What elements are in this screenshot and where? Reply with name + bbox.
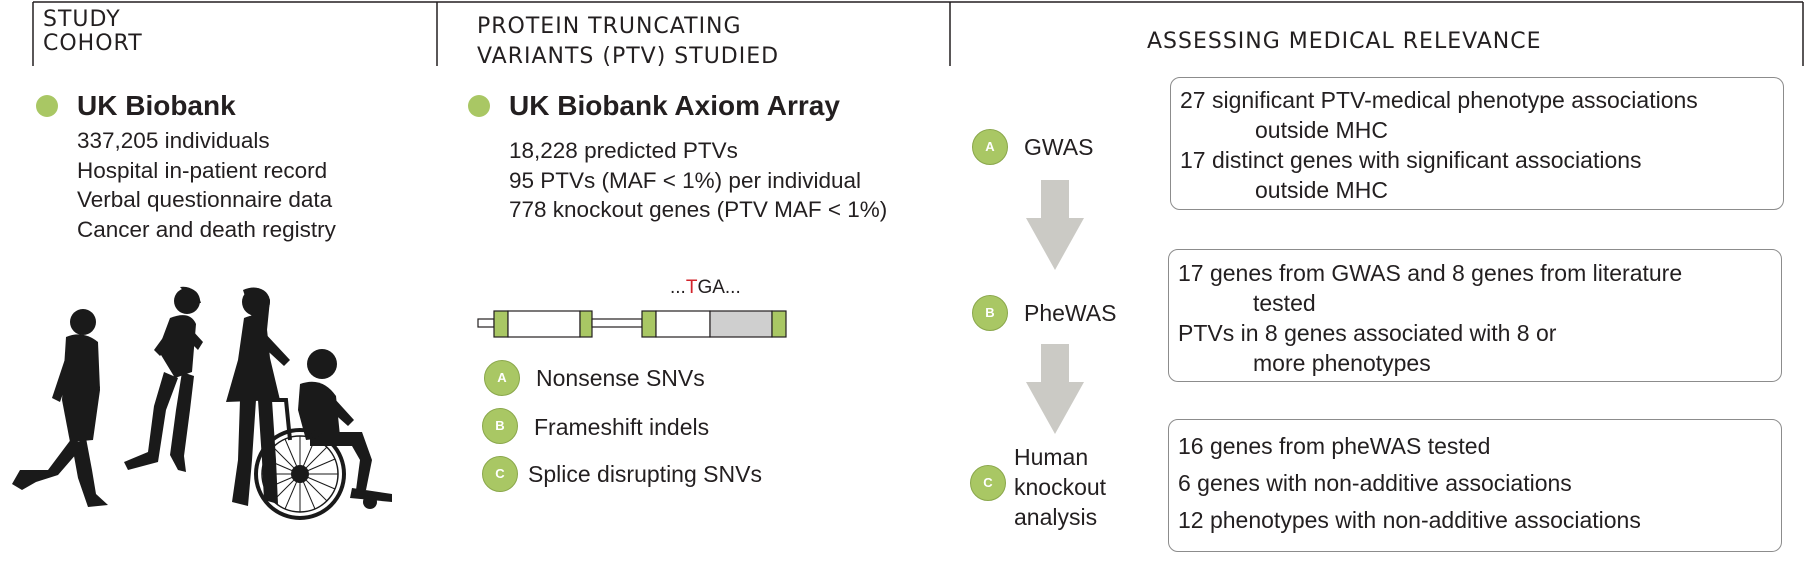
gwas-result-line: 27 significant PTV-medical phenotype ass… [1180, 87, 1698, 113]
knockout-result-line: 6 genes with non-additive associations [1178, 470, 1572, 496]
gwas-results-text: 27 significant PTV-medical phenotype ass… [1180, 85, 1698, 205]
phewas-results-text: 17 genes from GWAS and 8 genes from lite… [1178, 258, 1682, 378]
cohort-bullet-dot [36, 95, 58, 117]
variant-label-frameshift: Frameshift indels [534, 414, 710, 440]
gwas-result-continuation: outside MHC [1255, 177, 1388, 203]
header-medical-relevance: ASSESSING MEDICAL RELEVANCE [1147, 29, 1542, 54]
header-ptv-studied-line-2: VARIANTS (PTV) STUDIED [477, 44, 780, 69]
cohort-items: 337,205 individuals Hospital in-patient … [77, 126, 336, 244]
analysis-badge-b: B [972, 295, 1008, 331]
knockout-label-line: analysis [1014, 504, 1098, 530]
array-items: 18,228 predicted PTVs 95 PTVs (MAF < 1%)… [509, 136, 887, 225]
gwas-result-line: 17 distinct genes with significant assoc… [1180, 147, 1642, 173]
knockout-result-line: 12 phenotypes with non-additive associat… [1178, 507, 1641, 533]
wheelchair-wheel-icon [254, 398, 377, 520]
knockout-result-line: 16 genes from pheWAS tested [1178, 433, 1491, 459]
cohort-item: 337,205 individuals [77, 128, 270, 153]
array-bullet-dot [468, 95, 490, 117]
analysis-badge-c: C [970, 465, 1006, 501]
sequence-highlight-base: T [685, 277, 698, 298]
woman-walking-icon [226, 287, 290, 506]
header-study-cohort-line-2: COHORT [43, 31, 143, 56]
down-arrow-icon [1026, 180, 1084, 270]
knockout-results-box [1168, 419, 1782, 552]
walking-person-icon [12, 309, 108, 507]
wheelchair-user-icon [298, 349, 392, 502]
analysis-badge-a: A [972, 129, 1008, 165]
stop-codon-sequence: ...TGA... [670, 277, 741, 299]
analysis-label-phewas: PheWAS [1024, 300, 1117, 326]
variant-badge-b: B [482, 408, 518, 444]
gwas-result-continuation: outside MHC [1255, 117, 1388, 143]
gwas-results-box [1170, 77, 1784, 210]
header-study-cohort: STUDY COHORT [43, 8, 143, 56]
sequence-suffix: GA... [697, 277, 741, 298]
analysis-label-gwas: GWAS [1024, 134, 1094, 160]
cohort-item: Hospital in-patient record [77, 157, 328, 183]
sequence-prefix: ... [670, 277, 686, 298]
knockout-label-line: Human [1014, 444, 1089, 470]
variant-label-nonsense: Nonsense SNVs [536, 365, 705, 391]
cohort-item: Cancer and death registry [77, 216, 336, 242]
array-item: 778 knockout genes (PTV MAF < 1%) [509, 197, 888, 222]
knockout-results-text: 16 genes from pheWAS tested 6 genes with… [1178, 428, 1641, 539]
phewas-result-continuation: more phenotypes [1253, 350, 1431, 376]
phewas-result-continuation: tested [1253, 290, 1316, 316]
variant-badge-a: A [484, 360, 520, 396]
header-ptv-studied-line-1: PROTEIN TRUNCATING [477, 14, 742, 39]
phewas-results-box [1168, 249, 1782, 382]
phewas-result-line: 17 genes from GWAS and 8 genes from lite… [1178, 260, 1683, 286]
array-title: UK Biobank Axiom Array [509, 90, 840, 121]
down-arrow-icon [1026, 344, 1084, 434]
variant-label-splice: Splice disrupting SNVs [528, 461, 762, 487]
analysis-label-knockout: Human knockout analysis [1014, 442, 1106, 532]
running-person-icon [124, 286, 203, 472]
header-study-cohort-line-1: STUDY [43, 7, 121, 32]
variant-badge-c: C [482, 456, 518, 492]
cohort-title: UK Biobank [77, 90, 236, 121]
array-item: 18,228 predicted PTVs [509, 138, 738, 163]
phewas-result-line: PTVs in 8 genes associated with 8 or [1178, 320, 1557, 346]
header-ptv-studied: PROTEIN TRUNCATING VARIANTS (PTV) STUDIE… [477, 12, 779, 72]
cohort-item: Verbal questionnaire data [77, 187, 333, 212]
knockout-label-line: knockout [1014, 474, 1107, 500]
array-item: 95 PTVs (MAF < 1%) per individual [509, 167, 862, 193]
